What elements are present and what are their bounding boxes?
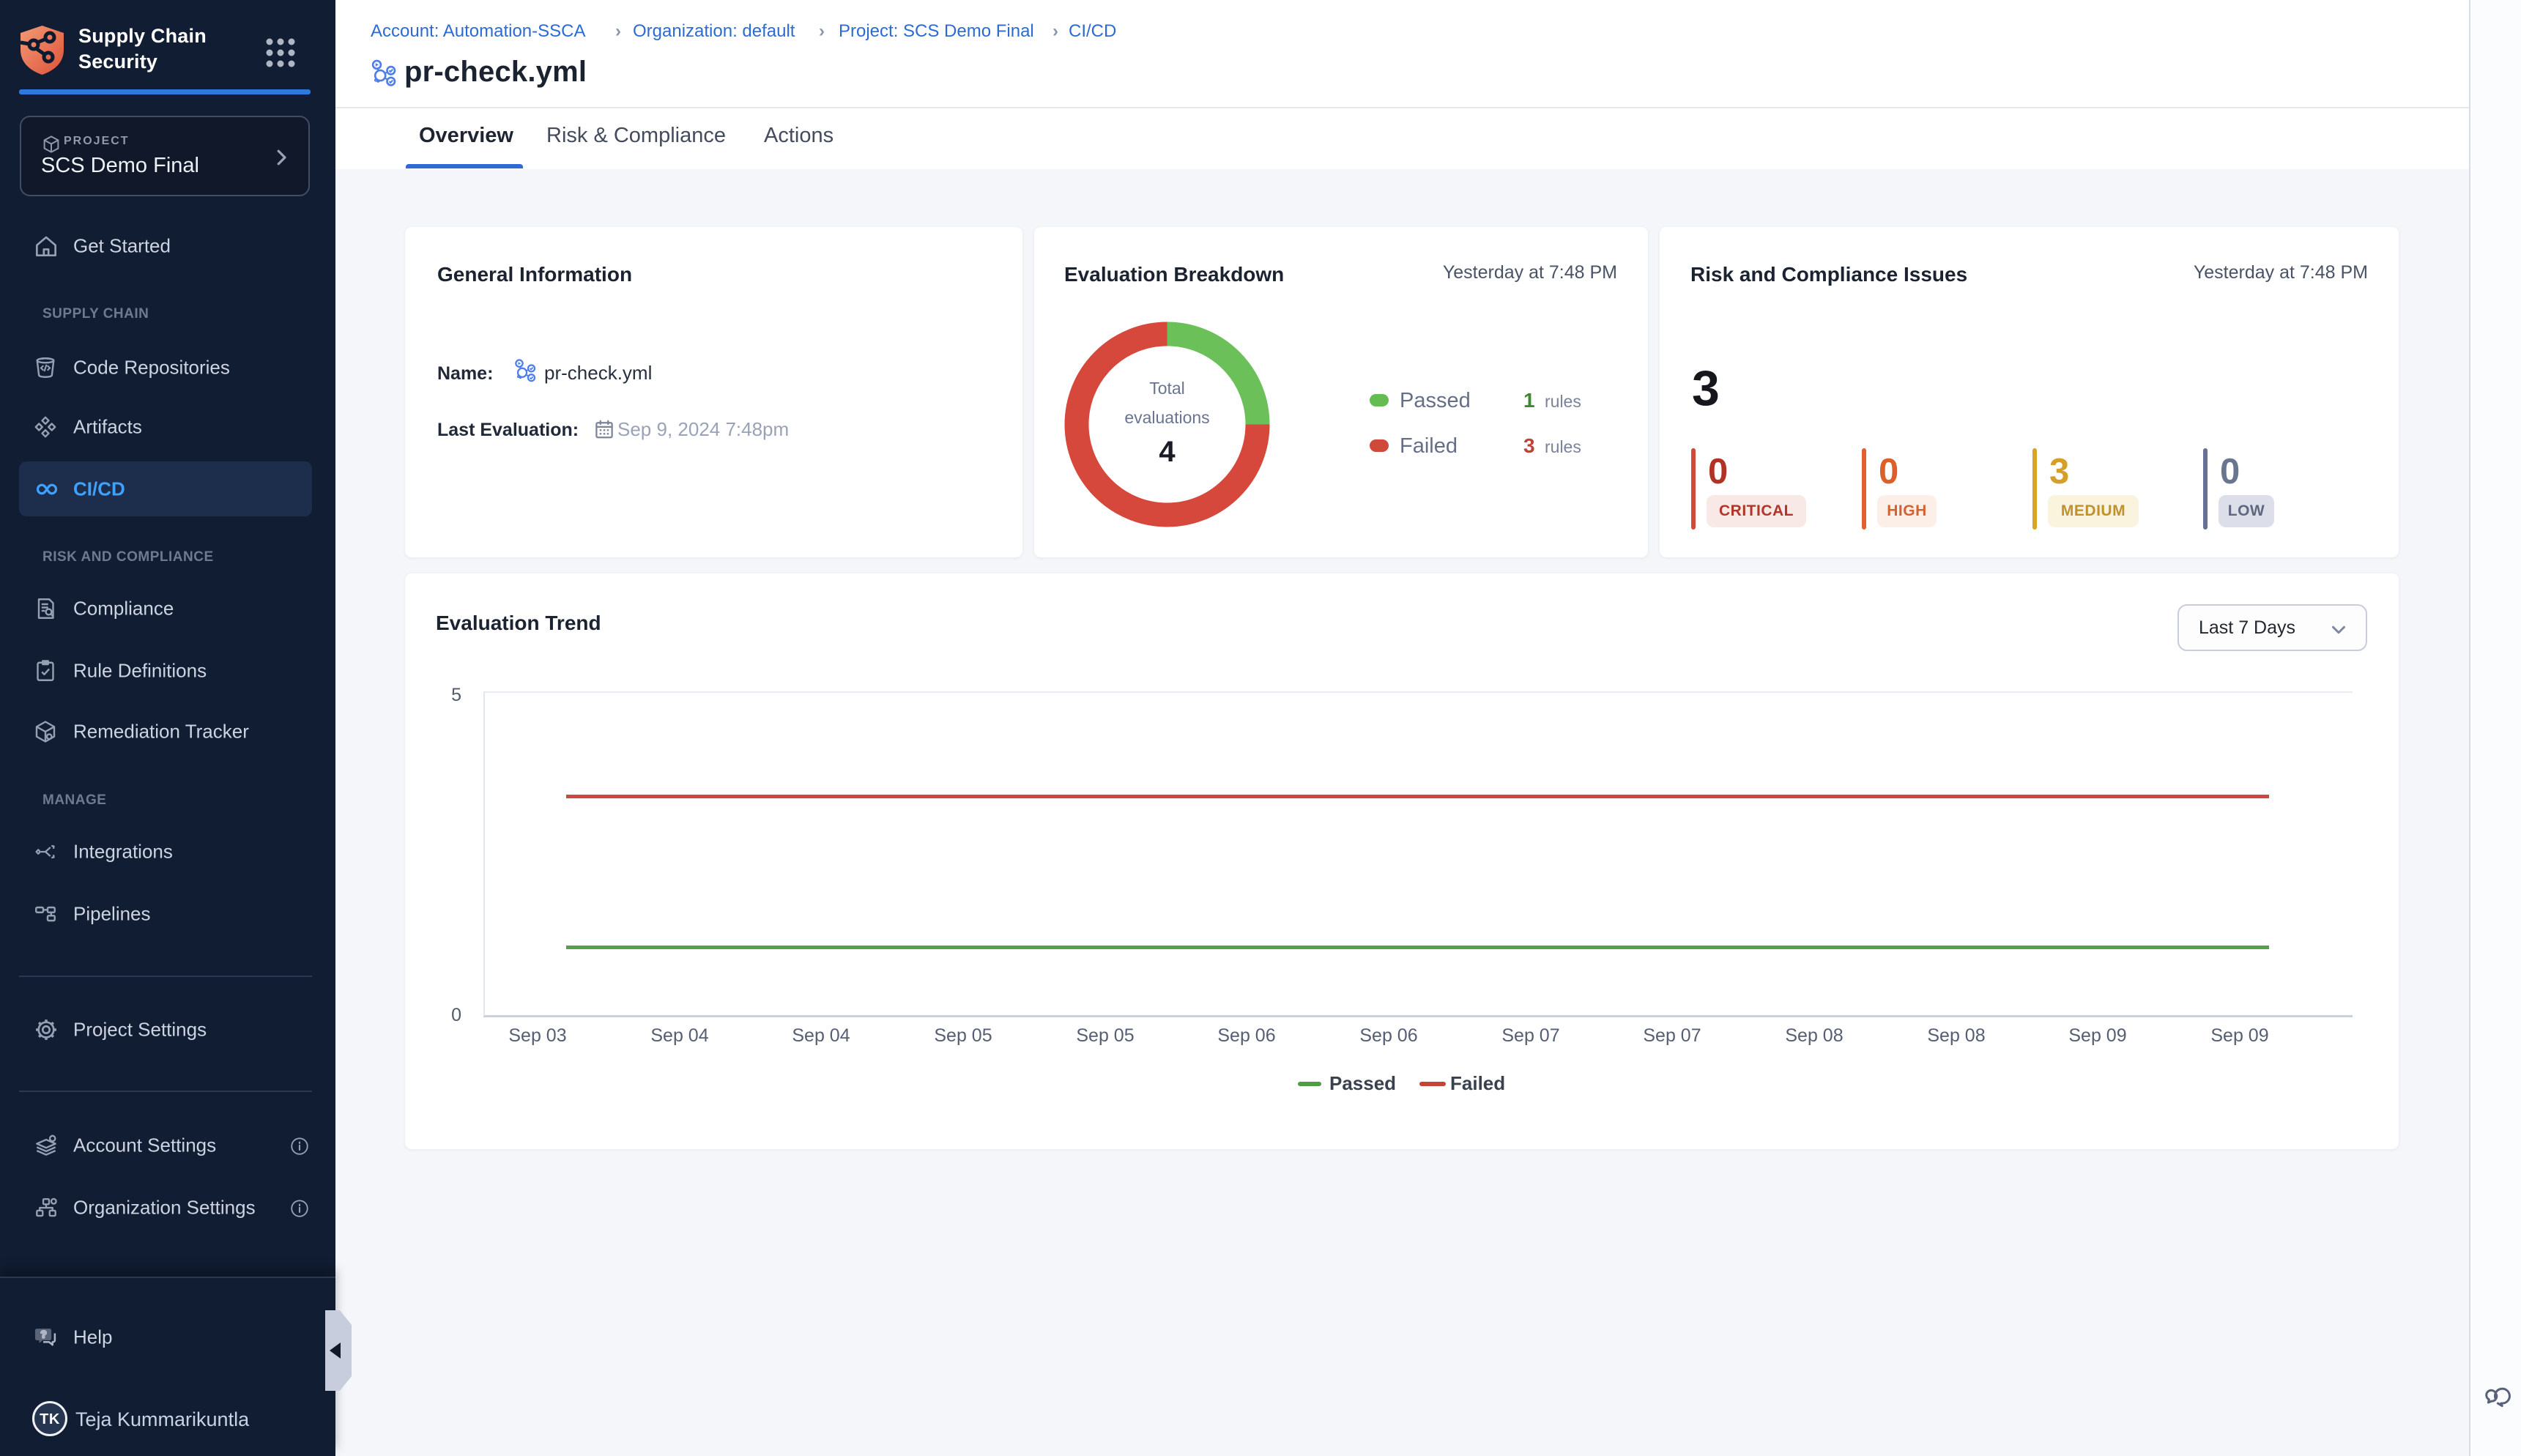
svg-text:?: ? <box>41 1329 47 1340</box>
